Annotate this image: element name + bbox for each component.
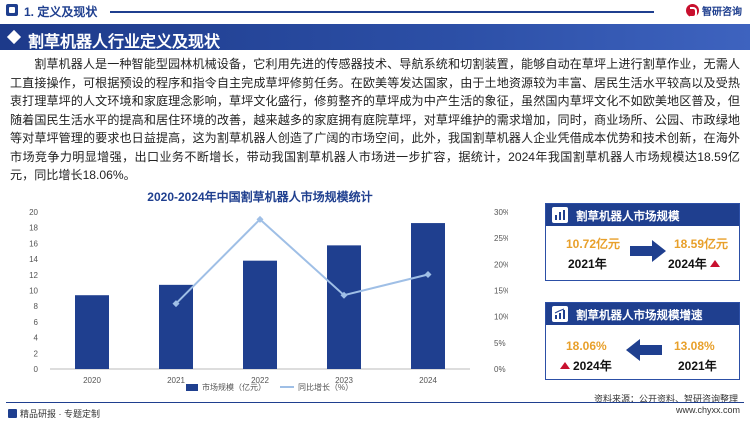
bar: [159, 284, 193, 369]
arrow-right-icon: [630, 240, 666, 262]
growth-point: [340, 291, 348, 299]
y-left-tick-label: 20: [29, 208, 38, 217]
report-icon: [8, 409, 17, 418]
y-left-tick-label: 8: [34, 302, 39, 311]
bar-chart-icon: [552, 207, 568, 223]
card-label: 割草机器人市场规模增速: [576, 310, 703, 322]
y-left-tick-label: 10: [29, 287, 38, 296]
bar: [243, 260, 277, 369]
y-left-tick-label: 18: [29, 224, 38, 233]
card-right-value: 13.08%: [674, 339, 715, 353]
y-right-tick-label: 5%: [494, 339, 506, 348]
logo-icon: [686, 3, 699, 18]
up-arrow-icon: [709, 260, 720, 268]
card-left-year-wrap: 2024年: [560, 357, 612, 374]
y-left-tick-label: 2: [34, 349, 39, 358]
x-tick-label: 2020: [83, 376, 101, 385]
growth-point: [424, 270, 432, 278]
y-left-tick-label: 14: [29, 255, 38, 264]
card-label: 割草机器人市场规模: [576, 211, 680, 223]
legend-bar-label: 市场规模（亿元）: [202, 382, 266, 392]
card-right-year-wrap: 2024年: [668, 255, 720, 272]
brand-logo[interactable]: 智研咨询: [686, 2, 742, 18]
bar: [327, 245, 361, 369]
page-title: 割草机器人行业定义及现状: [28, 34, 221, 51]
y-right-tick-label: 30%: [494, 208, 508, 217]
card-left-year: 2021年: [568, 257, 607, 271]
top-header: 1. 定义及现状 智研咨询: [0, 0, 750, 22]
header-divider: [110, 11, 654, 13]
footer-website[interactable]: www.chyxx.com: [675, 405, 740, 415]
market-growth-card: 割草机器人市场规模增速 18.06% 2024年 13.08% 2021年: [545, 302, 740, 380]
logo-text: 智研咨询: [702, 6, 742, 18]
x-tick-label: 2023: [335, 376, 353, 385]
y-left-tick-label: 6: [34, 318, 39, 327]
y-left-tick-label: 4: [34, 334, 39, 343]
x-tick-label: 2021: [167, 376, 185, 385]
y-right-tick-label: 25%: [494, 234, 508, 243]
footer-divider: [6, 402, 744, 403]
card-right-year: 2024年: [668, 257, 707, 271]
y-left-tick-label: 12: [29, 271, 38, 280]
growth-line: [175, 217, 429, 305]
bar: [411, 223, 445, 369]
footer: 精品研报 · 专题定制 www.chyxx.com: [0, 402, 750, 421]
y-right-tick-label: 0%: [494, 365, 506, 374]
legend-line-label: 同比增长（%）: [298, 382, 353, 392]
growth-point: [256, 215, 264, 223]
card-left-year: 2024年: [573, 359, 612, 373]
footer-left-text: 精品研报 · 专题定制: [20, 409, 100, 419]
trend-chart-icon: [552, 306, 568, 322]
title-band: 割草机器人行业定义及现状: [0, 24, 750, 51]
y-left-tick-label: 16: [29, 239, 38, 248]
y-left-tick-label: 0: [34, 365, 39, 374]
arrow-left-icon: [626, 339, 662, 361]
card-left-value: 10.72亿元: [566, 237, 621, 251]
intro-paragraph: 割草机器人是一种智能型园林机械设备，它利用先进的传感器技术、导航系统和切割装置，…: [10, 57, 740, 182]
y-right-tick-label: 20%: [494, 260, 508, 269]
x-tick-label: 2024: [419, 376, 437, 385]
bar: [75, 295, 109, 369]
card-left-value: 18.06%: [566, 339, 607, 353]
legend-bar-swatch: [186, 384, 198, 391]
chart-title: 2020-2024年中国割草机器人市场规模统计: [147, 190, 373, 204]
x-tick-label: 2022: [251, 376, 269, 385]
y-right-tick-label: 15%: [494, 287, 508, 296]
footer-left: 精品研报 · 专题定制: [8, 407, 100, 420]
card-right-year: 2021年: [678, 359, 717, 373]
diamond-icon: [6, 29, 22, 45]
section-icon: [6, 4, 18, 16]
y-right-tick-label: 10%: [494, 313, 508, 322]
up-arrow-icon: [560, 362, 570, 370]
card-right-value: 18.59亿元: [674, 237, 729, 251]
card-header: 割草机器人市场规模: [546, 204, 739, 226]
growth-point: [172, 300, 180, 308]
market-size-card: 割草机器人市场规模 10.72亿元 2021年 18.59亿元 2024年: [545, 203, 740, 281]
section-title: 1. 定义及现状: [24, 5, 98, 19]
market-size-chart: 0 2 4 6 8 10 12 14 16 18 20 0% 5% 10% 15% 20% 25% 30% 2020…: [29, 208, 508, 392]
source-note: 资料来源：公开资料、智研咨询整理: [593, 394, 738, 404]
card-header: 割草机器人市场规模增速: [546, 303, 739, 325]
